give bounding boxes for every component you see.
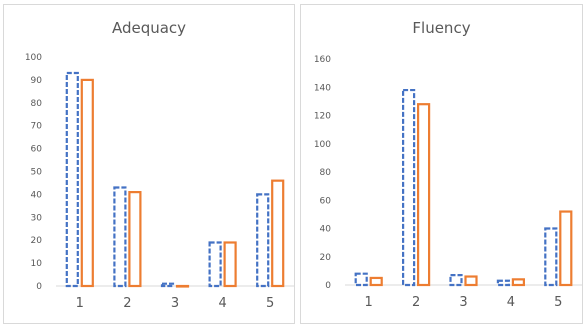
y-tick-label: 10 [31, 259, 43, 269]
x-tick-label: 3 [459, 295, 467, 310]
bar-series-1-2 [113, 186, 127, 288]
bar-series-2-3 [175, 284, 190, 288]
fluency-chart: 0 20 40 60 80 100 120 140 160 1 2 3 4 5 [314, 55, 582, 310]
y-tick-label: 80 [31, 99, 43, 109]
bar-series-1-1 [354, 272, 368, 287]
y-tick-label: 0 [36, 282, 42, 292]
y-tick-label: 160 [314, 55, 331, 65]
bar-series-2-2 [416, 103, 431, 287]
y-tick-label: 60 [320, 196, 332, 206]
x-tick-label: 1 [365, 295, 373, 310]
x-tick-label: 3 [171, 296, 179, 311]
y-tick-label: 0 [325, 281, 331, 291]
bar-series-1-5 [256, 193, 270, 288]
bar-series-2-5 [559, 210, 573, 287]
bar-series-1-3 [449, 274, 463, 287]
bar-series-2-1 [369, 276, 383, 287]
x-tick-label: 5 [554, 295, 562, 310]
fluency-chart-panel: Fluency 0 20 40 60 80 100 120 140 160 1 2 3 4 5 [300, 4, 583, 324]
bar-series-2-5 [271, 179, 285, 288]
y-tick-label: 30 [31, 213, 43, 223]
x-tick-label: 5 [266, 296, 274, 311]
chart-title: Adequacy [111, 19, 187, 37]
y-tick-label: 90 [31, 76, 43, 86]
bar-series-2-3 [464, 275, 478, 287]
y-tick-label: 120 [314, 112, 331, 122]
bar-series-1-5 [544, 227, 558, 287]
y-tick-label: 100 [314, 140, 331, 150]
bar-series-2-2 [128, 191, 142, 288]
bar-series-2-4 [223, 241, 237, 288]
bar-series-1-4 [496, 279, 510, 287]
x-tick-label: 4 [507, 295, 515, 310]
y-tick-label: 140 [314, 83, 331, 93]
y-tick-label: 40 [320, 225, 332, 235]
y-tick-label: 20 [320, 253, 332, 263]
x-tick-label: 1 [76, 296, 84, 311]
x-tick-label: 4 [218, 296, 226, 311]
bar-series-1-3 [160, 282, 175, 288]
y-tick-label: 80 [320, 168, 332, 178]
bar-series-1-1 [65, 71, 79, 288]
x-tick-label: 2 [123, 296, 131, 311]
y-tick-label: 100 [25, 53, 42, 63]
adequacy-chart: 0 10 20 30 40 50 60 70 80 90 100 1 2 3 4 5 [25, 53, 294, 311]
y-tick-label: 70 [31, 122, 43, 132]
bar-series-2-4 [511, 278, 525, 287]
chart-title: Fluency [412, 19, 471, 37]
bar-series-2-1 [80, 78, 94, 288]
x-tick-label: 2 [412, 295, 420, 310]
bar-series-1-2 [401, 88, 416, 287]
adequacy-chart-panel: Adequacy 0 10 20 30 40 50 60 70 80 90 100 1 2 3 4 5 [3, 4, 295, 324]
y-tick-label: 60 [31, 145, 43, 155]
y-tick-label: 20 [31, 236, 43, 246]
y-tick-label: 40 [31, 190, 43, 200]
bar-series-1-4 [208, 241, 222, 288]
y-tick-label: 50 [31, 168, 43, 178]
